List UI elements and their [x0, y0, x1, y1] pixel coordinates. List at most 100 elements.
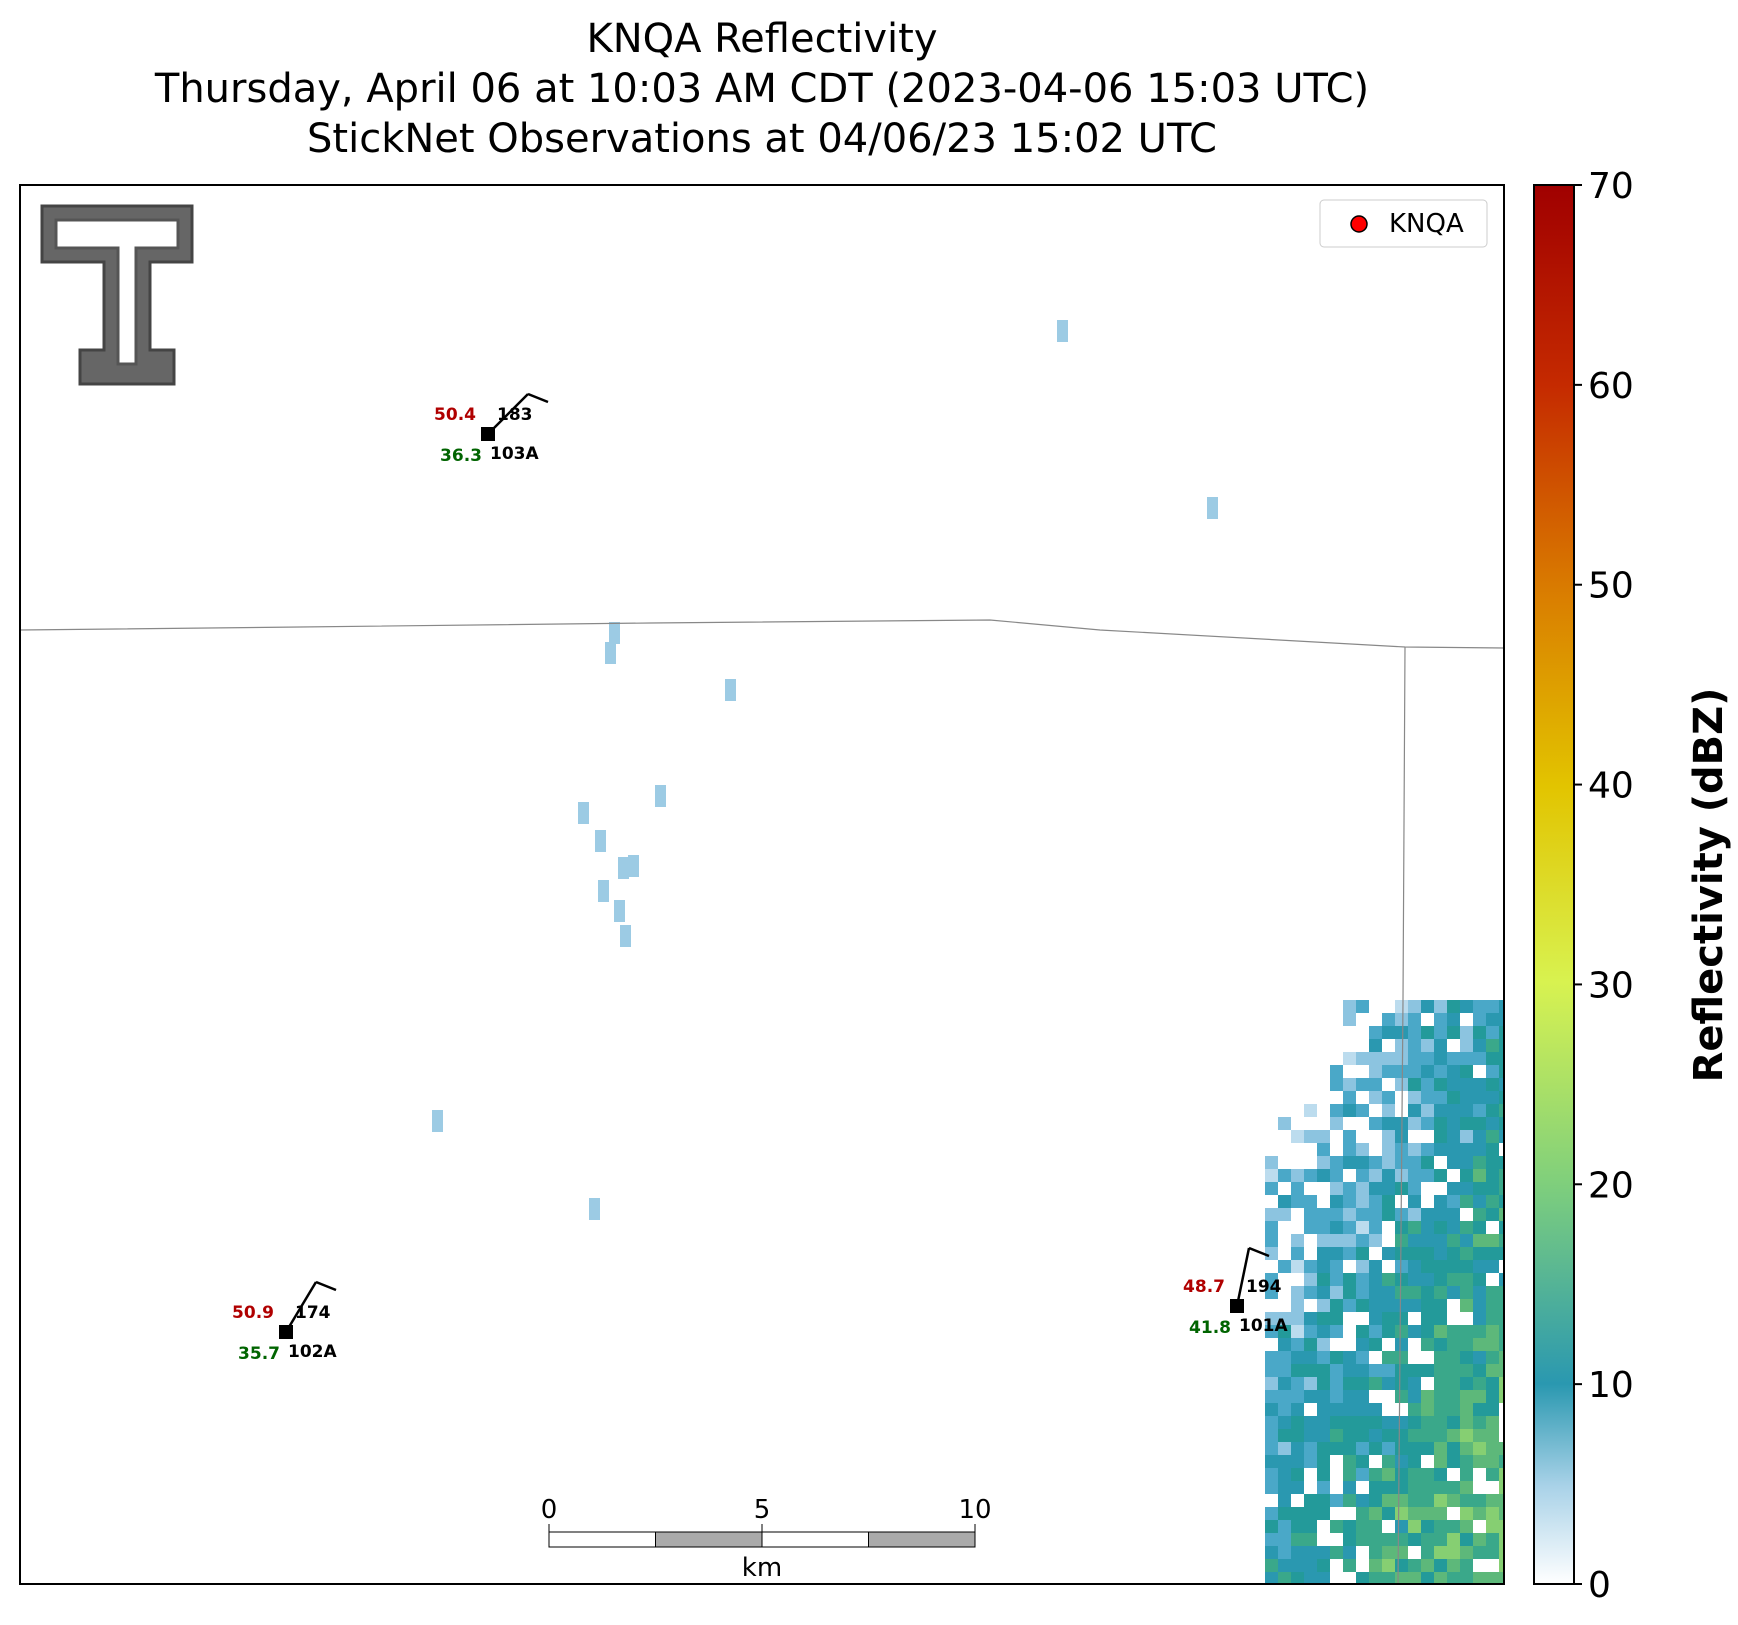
radar-cell [1369, 1195, 1382, 1208]
radar-cell [1486, 1520, 1499, 1533]
radar-cell [1369, 1325, 1382, 1338]
radar-cell [1278, 1507, 1291, 1520]
colorbar-tick-label: 50 [1588, 566, 1634, 607]
radar-cell [1395, 1312, 1408, 1325]
wind-barb-flag [527, 392, 549, 404]
radar-cell [1265, 1325, 1278, 1338]
radar-cell [1343, 1377, 1356, 1390]
radar-cell [1460, 1130, 1473, 1143]
radar-cell [1434, 1039, 1447, 1052]
radar-cell [1421, 1169, 1434, 1182]
radar-cell [1447, 1533, 1460, 1546]
radar-cell [1382, 1013, 1395, 1026]
radar-cell [1356, 1494, 1369, 1507]
radar-cell [1434, 1507, 1447, 1520]
radar-cell [1434, 1520, 1447, 1533]
radar-cell [1473, 1078, 1486, 1091]
radar-cell [432, 1110, 443, 1132]
radar-cell [1382, 1429, 1395, 1442]
radar-cell [1421, 1338, 1434, 1351]
radar-cell [1369, 1208, 1382, 1221]
radar-cell [1473, 1182, 1486, 1195]
radar-cell [1317, 1221, 1330, 1234]
radar-cell [1278, 1429, 1291, 1442]
radar-cell [1304, 1377, 1317, 1390]
radar-cell [1473, 1221, 1486, 1234]
radar-cell [1499, 1247, 1504, 1260]
station-id: 101A [1239, 1316, 1288, 1336]
radar-cell [1434, 1117, 1447, 1130]
dewpoint: 35.7 [238, 1344, 280, 1364]
radar-cell [1304, 1351, 1317, 1364]
radar-cell [1460, 1442, 1473, 1455]
radar-cell [1460, 1065, 1473, 1078]
radar-cell [1408, 1442, 1421, 1455]
radar-cell [1304, 1130, 1317, 1143]
radar-cell [1317, 1416, 1330, 1429]
radar-cell [1499, 1026, 1504, 1039]
radar-cell [1434, 1364, 1447, 1377]
radar-cell [1421, 1221, 1434, 1234]
radar-cell [1499, 1052, 1504, 1065]
radar-cell [1356, 1208, 1369, 1221]
radar-cell [1395, 1533, 1408, 1546]
radar-cell [1382, 1169, 1395, 1182]
radar-cell [1447, 1377, 1460, 1390]
radar-cell [1265, 1468, 1278, 1481]
radar-cell [1317, 1208, 1330, 1221]
radar-cell [1434, 1455, 1447, 1468]
radar-cell [1421, 1117, 1434, 1130]
radar-cell [1421, 1312, 1434, 1325]
radar-cell [1408, 1221, 1421, 1234]
radar-cell [1499, 1312, 1504, 1325]
county-lines [19, 619, 1505, 1585]
radar-cell [1343, 1299, 1356, 1312]
radar-cell [1343, 1468, 1356, 1481]
radar-cell [1395, 1013, 1408, 1026]
radar-cell [1382, 1455, 1395, 1468]
radar-cell [1460, 1520, 1473, 1533]
radar-cell [1421, 1572, 1434, 1584]
radar-cell [1265, 1234, 1278, 1247]
radar-cell [1421, 1481, 1434, 1494]
radar-cell [1395, 1260, 1408, 1273]
radar-cell [1421, 1260, 1434, 1273]
radar-cell [1408, 1104, 1421, 1117]
radar-cell [1317, 1468, 1330, 1481]
radar-cell [1265, 1208, 1278, 1221]
radar-cell [1291, 1533, 1304, 1546]
scale-segment [761, 1531, 869, 1548]
radar-cell [1408, 1013, 1421, 1026]
radar-cell [1499, 1169, 1504, 1182]
radar-cell [1343, 1000, 1356, 1013]
radar-cell [1434, 1026, 1447, 1039]
radar-cell [1460, 1325, 1473, 1338]
radar-cell [1499, 1221, 1504, 1234]
radar-cell [1278, 1364, 1291, 1377]
radar-cell [1278, 1338, 1291, 1351]
radar-cell [1408, 1455, 1421, 1468]
radar-cell [1395, 1039, 1408, 1052]
radar-cell [1317, 1351, 1330, 1364]
radar-cell [1473, 1234, 1486, 1247]
radar-cell [1382, 1156, 1395, 1169]
radar-cell [1408, 1039, 1421, 1052]
radar-cell [1369, 1494, 1382, 1507]
radar-cell [628, 855, 639, 877]
radar-cell [1447, 1182, 1460, 1195]
radar-cell [1460, 1416, 1473, 1429]
radar-cell [1447, 1247, 1460, 1260]
radar-cell [1460, 1455, 1473, 1468]
radar-cell [1421, 1247, 1434, 1260]
radar-cell [1291, 1299, 1304, 1312]
title-line: Thursday, April 06 at 10:03 AM CDT (2023… [154, 66, 1369, 112]
radar-cell [1265, 1442, 1278, 1455]
radar-cell [605, 642, 616, 664]
radar-cell [1382, 1442, 1395, 1455]
radar-cell [1382, 1104, 1395, 1117]
radar-cell [1473, 1091, 1486, 1104]
radar-cell [1499, 1286, 1504, 1299]
radar-cell [1486, 1546, 1499, 1559]
radar-cell [1486, 1169, 1499, 1182]
